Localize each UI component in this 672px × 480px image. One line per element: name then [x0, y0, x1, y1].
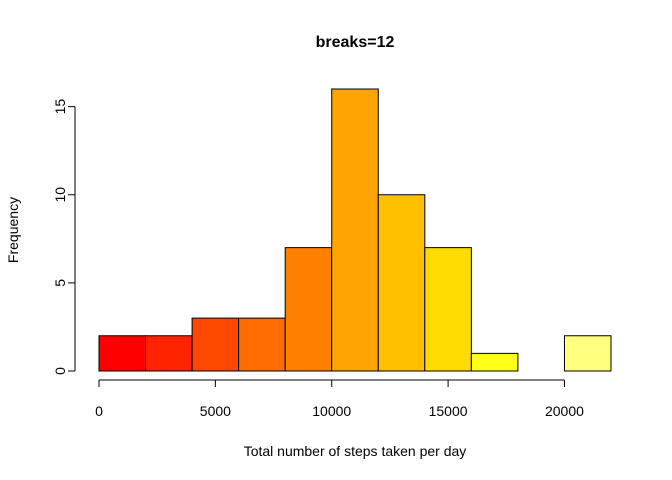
y-axis: 0 5 10 15: [52, 99, 76, 375]
histogram-bar: [284, 247, 333, 372]
x-tick-label: 15000: [429, 403, 468, 419]
chart-title: breaks=12: [316, 34, 395, 51]
x-axis-label: Total number of steps taken per day: [244, 443, 467, 459]
histogram-bar: [238, 317, 286, 372]
y-tick-label: 5: [52, 279, 68, 287]
x-tick-label: 0: [95, 403, 103, 419]
y-tick-label: 15: [52, 99, 68, 115]
y-tick-label: 0: [52, 367, 68, 375]
y-tick-label: 10: [52, 187, 68, 203]
bars-group: [98, 88, 612, 372]
histogram-bar: [331, 88, 379, 372]
histogram-bar: [377, 194, 426, 372]
histogram-bar: [470, 352, 519, 372]
histogram-bar: [191, 317, 240, 372]
histogram-bar: [145, 335, 193, 372]
y-axis-label: Frequency: [5, 197, 21, 263]
x-tick-label: 5000: [200, 403, 231, 419]
histogram-bar: [424, 247, 472, 372]
histogram-bar: [563, 335, 612, 372]
x-tick-label: 20000: [545, 403, 584, 419]
x-axis: 0 5000 10000 15000 20000: [95, 379, 584, 419]
histogram-bar: [98, 335, 147, 372]
x-tick-label: 10000: [312, 403, 351, 419]
